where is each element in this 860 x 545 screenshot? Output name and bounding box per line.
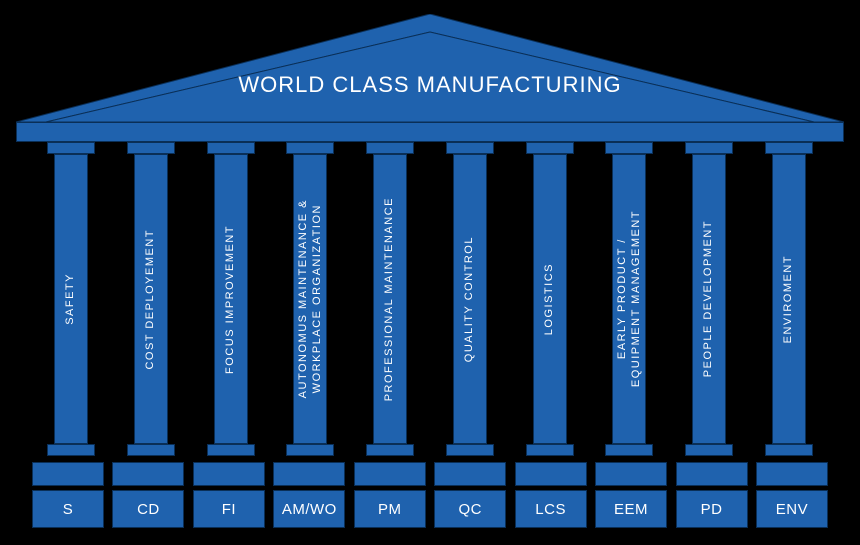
pillar-shaft: PROFESSIONAL MAINTENANCE	[373, 154, 407, 444]
pediment: WORLD CLASS MANUFACTURING	[16, 14, 844, 122]
pillar-shaft: SAFETY	[54, 154, 88, 444]
pillar-label: QUALITY CONTROL	[463, 236, 477, 362]
pillar: LOGISTICS	[521, 142, 579, 456]
pillar-capital	[685, 142, 733, 154]
pillar-label: LOGISTICS	[543, 263, 557, 335]
pillar: ENVIROMENT	[760, 142, 818, 456]
pillar-shaft: LOGISTICS	[533, 154, 567, 444]
pillar: EARLY PRODUCT / EQUIPMENT MANAGEMENT	[600, 142, 658, 456]
pillar-plinth	[765, 444, 813, 456]
pillar-capital	[765, 142, 813, 154]
foot-label: S	[32, 490, 104, 528]
pillar-plinth	[446, 444, 494, 456]
foot-label: EEM	[595, 490, 667, 528]
pillar: AUTONOMUS MAINTENANCE & WORKPLACE ORGANI…	[281, 142, 339, 456]
pillar-plinth	[526, 444, 574, 456]
foot-labels-row: SCDFIAM/WOPMQCLCSEEMPDENV	[16, 490, 844, 528]
foot-label: QC	[434, 490, 506, 528]
pillar-plinth	[207, 444, 255, 456]
pillar-capital	[207, 142, 255, 154]
foot-label: PM	[354, 490, 426, 528]
foot-label: ENV	[756, 490, 828, 528]
pillar-shaft: AUTONOMUS MAINTENANCE & WORKPLACE ORGANI…	[293, 154, 327, 444]
foot-label: FI	[193, 490, 265, 528]
architrave	[16, 122, 844, 142]
pillar: COST DEPLOYEMENT	[122, 142, 180, 456]
pillar-shaft: EARLY PRODUCT / EQUIPMENT MANAGEMENT	[612, 154, 646, 444]
base-block	[32, 462, 104, 486]
pillar-capital	[605, 142, 653, 154]
base-block	[515, 462, 587, 486]
pillar-plinth	[605, 444, 653, 456]
pillar-label: COST DEPLOYEMENT	[144, 229, 158, 370]
pillar-shaft: FOCUS IMPROVEMENT	[214, 154, 248, 444]
pillar-plinth	[47, 444, 95, 456]
base-block	[595, 462, 667, 486]
pillar-plinth	[286, 444, 334, 456]
pillar: FOCUS IMPROVEMENT	[202, 142, 260, 456]
base-block	[676, 462, 748, 486]
temple-diagram: WORLD CLASS MANUFACTURING SAFETY COST DEP…	[16, 14, 844, 528]
pillar-label: SAFETY	[64, 273, 78, 325]
pillar-plinth	[366, 444, 414, 456]
pillar: QUALITY CONTROL	[441, 142, 499, 456]
pillar-shaft: PEOPLE DEVELOPMENT	[692, 154, 726, 444]
base-block	[354, 462, 426, 486]
base-block	[756, 462, 828, 486]
pillar-shaft: ENVIROMENT	[772, 154, 806, 444]
pillar: PROFESSIONAL MAINTENANCE	[361, 142, 419, 456]
pillar-capital	[446, 142, 494, 154]
pillar-capital	[366, 142, 414, 154]
base-block	[434, 462, 506, 486]
pillars-row: SAFETY COST DEPLOYEMENT FOCUS IMPROVEMENT A…	[16, 142, 844, 456]
pillar-shaft: COST DEPLOYEMENT	[134, 154, 168, 444]
pillar-label: EARLY PRODUCT / EQUIPMENT MANAGEMENT	[616, 210, 644, 387]
pillar-label: PEOPLE DEVELOPMENT	[702, 220, 716, 377]
pillar-plinth	[127, 444, 175, 456]
foot-label: PD	[676, 490, 748, 528]
pillar-capital	[526, 142, 574, 154]
foot-label: LCS	[515, 490, 587, 528]
foot-label: CD	[112, 490, 184, 528]
pillar-label: AUTONOMUS MAINTENANCE & WORKPLACE ORGANI…	[297, 199, 325, 398]
pillar-label: ENVIROMENT	[782, 255, 796, 343]
pillar-label: FOCUS IMPROVEMENT	[224, 225, 238, 374]
base-block	[273, 462, 345, 486]
pillar: PEOPLE DEVELOPMENT	[680, 142, 738, 456]
temple-title: WORLD CLASS MANUFACTURING	[16, 72, 844, 98]
pillar-capital	[47, 142, 95, 154]
pillar-capital	[127, 142, 175, 154]
base-block	[193, 462, 265, 486]
pillar-shaft: QUALITY CONTROL	[453, 154, 487, 444]
pillar-plinth	[685, 444, 733, 456]
base-blocks-row	[16, 462, 844, 486]
pediment-shape	[16, 14, 844, 122]
base-block	[112, 462, 184, 486]
pillar: SAFETY	[42, 142, 100, 456]
foot-label: AM/WO	[273, 490, 345, 528]
pillar-capital	[286, 142, 334, 154]
pillar-label: PROFESSIONAL MAINTENANCE	[383, 197, 397, 401]
